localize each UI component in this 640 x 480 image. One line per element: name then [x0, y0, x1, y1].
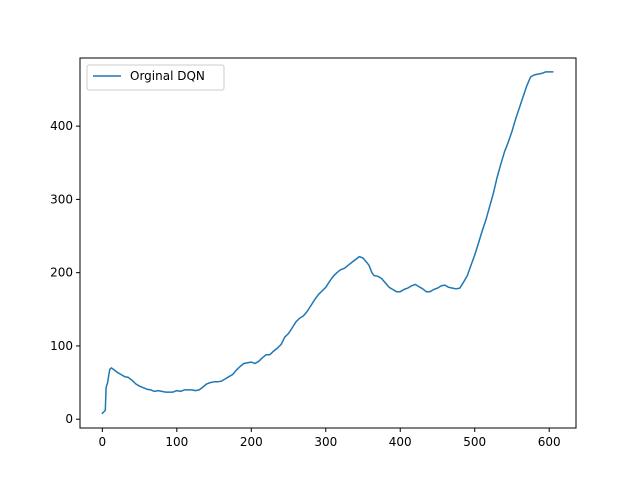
y-tick-label: 100: [50, 339, 73, 353]
x-tick-label: 200: [240, 435, 263, 449]
series-line: [101, 71, 554, 415]
x-tick-label: 100: [165, 435, 188, 449]
x-tick-label: 600: [538, 435, 561, 449]
legend-label: Orginal DQN: [130, 69, 205, 83]
y-axis: 0 100 200 300 400: [50, 119, 80, 426]
legend: Orginal DQN: [86, 64, 225, 91]
legend-box: [86, 64, 225, 91]
x-tick-label: 500: [463, 435, 486, 449]
y-tick-label: 200: [50, 266, 73, 280]
x-tick-label: 0: [99, 435, 107, 449]
y-tick-label: 400: [50, 119, 73, 133]
series-layer: [101, 71, 554, 415]
x-tick-label: 300: [314, 435, 337, 449]
x-tick-label: 400: [389, 435, 412, 449]
plot-frame: [79, 57, 577, 429]
y-tick-label: 300: [50, 192, 73, 206]
y-tick-label: 0: [65, 412, 73, 426]
x-axis: 0 100 200 300 400 500 600: [99, 428, 561, 449]
